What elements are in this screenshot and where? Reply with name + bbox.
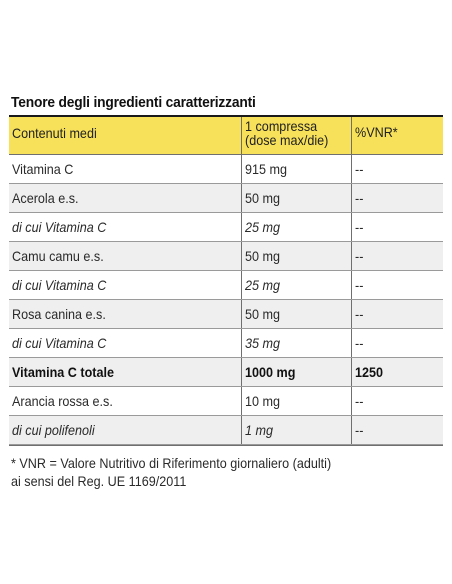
row-name: di cui polifenoli	[12, 422, 95, 438]
row-vnr: 1250	[354, 364, 383, 380]
title-rule	[9, 115, 443, 117]
row-qty: 1 mg	[244, 422, 273, 438]
row-name: Vitamina C totale	[12, 364, 114, 380]
header-vnr: %VNR*	[350, 117, 443, 155]
row-name: di cui Vitamina C	[12, 335, 107, 351]
table-row: Arancia rossa e.s. 10 mg --	[9, 386, 443, 416]
footnote-line2: ai sensi del Reg. UE 1169/2011	[11, 473, 187, 489]
row-name: di cui Vitamina C	[12, 277, 107, 293]
row-vnr: --	[354, 190, 363, 206]
row-qty: 10 mg	[244, 393, 280, 409]
table-title: Tenore degli ingredienti caratterizzanti	[11, 94, 256, 111]
table-row: di cui Vitamina C 35 mg --	[9, 328, 443, 358]
row-vnr: --	[354, 161, 363, 177]
ingredients-table: Contenuti medi 1 compressa (dose max/die…	[9, 117, 443, 445]
row-vnr: --	[354, 422, 363, 438]
header-dose-line1: 1 compressa	[244, 118, 317, 134]
table-header-row: Contenuti medi 1 compressa (dose max/die…	[9, 117, 443, 155]
row-qty: 35 mg	[244, 335, 280, 351]
row-vnr: --	[354, 219, 363, 235]
header-dose: 1 compressa (dose max/die)	[240, 117, 351, 155]
table-row: Vitamina C 915 mg --	[9, 154, 443, 184]
row-name: Vitamina C	[12, 161, 74, 177]
row-vnr: --	[354, 248, 363, 264]
table-row: Acerola e.s. 50 mg --	[9, 183, 443, 213]
table-row: Camu camu e.s. 50 mg --	[9, 241, 443, 271]
row-name: Acerola e.s.	[12, 190, 79, 206]
table-row: di cui Vitamina C 25 mg --	[9, 212, 443, 242]
row-name: Rosa canina e.s.	[12, 306, 106, 322]
row-qty: 1000 mg	[244, 364, 295, 380]
header-contents: Contenuti medi	[9, 117, 241, 155]
row-qty: 25 mg	[244, 219, 280, 235]
table-row-total: Vitamina C totale 1000 mg 1250	[9, 357, 443, 387]
footnote-line1: * VNR = Valore Nutritivo di Riferimento …	[11, 455, 332, 471]
ingredients-panel: Tenore degli ingredienti caratterizzanti…	[9, 92, 443, 490]
row-qty: 50 mg	[244, 306, 280, 322]
row-name: di cui Vitamina C	[12, 219, 107, 235]
table-row: di cui polifenoli 1 mg --	[9, 415, 443, 445]
row-vnr: --	[354, 306, 363, 322]
row-name: Arancia rossa e.s.	[12, 393, 113, 409]
table-row: di cui Vitamina C 25 mg --	[9, 270, 443, 300]
row-qty: 50 mg	[244, 190, 280, 206]
row-qty: 25 mg	[244, 277, 280, 293]
row-qty: 915 mg	[244, 161, 287, 177]
header-dose-line2: (dose max/die)	[244, 132, 328, 148]
row-vnr: --	[354, 277, 363, 293]
row-name: Camu camu e.s.	[12, 248, 104, 264]
footnote: * VNR = Valore Nutritivo di Riferimento …	[11, 454, 443, 490]
row-vnr: --	[354, 393, 363, 409]
table-bottom-rule	[9, 445, 443, 446]
table-row: Rosa canina e.s. 50 mg --	[9, 299, 443, 329]
row-qty: 50 mg	[244, 248, 280, 264]
row-vnr: --	[354, 335, 363, 351]
